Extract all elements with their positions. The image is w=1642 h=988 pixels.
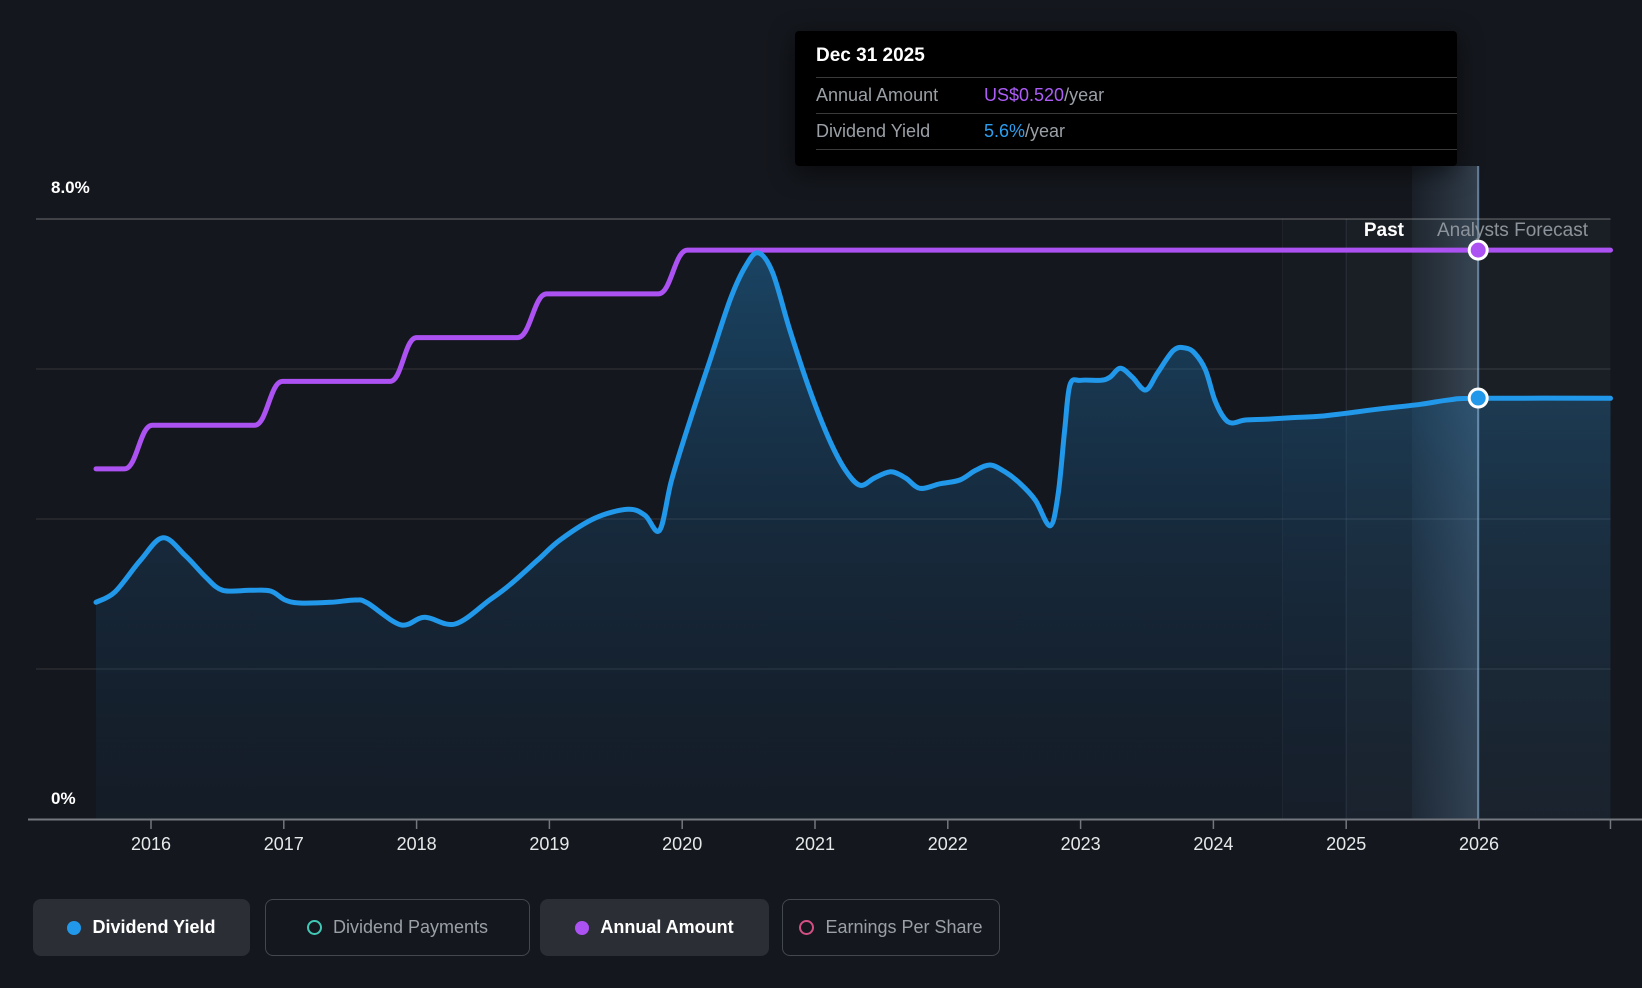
x-tick-label-2019: 2019	[529, 834, 569, 854]
tooltip-divider	[816, 149, 1457, 150]
dividend-yield-marker[interactable]	[1467, 387, 1489, 409]
past-zone-label: Past	[1363, 220, 1404, 241]
tooltip-divider	[816, 113, 1457, 114]
x-tick-label-2017: 2017	[264, 834, 304, 854]
legend-toggle-earnings-per-share[interactable]: Earnings Per Share	[782, 899, 1000, 956]
tooltip-value-annual-amount: US$0.520	[984, 85, 1065, 105]
x-tick-label-2018: 2018	[397, 834, 437, 854]
legend-label: Dividend Payments	[332, 917, 489, 937]
x-tick-label-2024: 2024	[1193, 834, 1233, 854]
annual-amount-line	[93, 247, 1613, 472]
x-tick-label-2022: 2022	[928, 834, 968, 854]
annual-amount-marker[interactable]	[1467, 239, 1489, 261]
forecast-zone-label-wrap: Analysts Forecast	[1437, 220, 1610, 242]
x-tick-label-2026: 2026	[1459, 834, 1499, 854]
legend-toggle-dividend-yield[interactable]: Dividend Yield	[33, 899, 250, 956]
legend-label: Annual Amount	[600, 917, 734, 937]
dividend-yield-dot-icon	[67, 920, 82, 935]
dividend-payments-ring-icon	[306, 920, 322, 935]
x-tick-label-2021: 2021	[795, 834, 835, 854]
earnings-per-share-ring-icon	[799, 920, 815, 935]
tooltip-divider	[816, 77, 1457, 78]
x-tick-label-2025: 2025	[1326, 834, 1366, 854]
tooltip-row-annual-amount: Annual Amount US$0.520/year	[795, 78, 1457, 113]
chart-legend: Dividend Yield Dividend Payments Annual …	[0, 899, 1642, 956]
dividend-yield-line	[93, 250, 1613, 628]
chart-tooltip: Dec 31 2025 Annual Amount US$0.520/year …	[795, 31, 1457, 166]
tooltip-suffix-annual-amount: /year	[1064, 85, 1105, 105]
tooltip-value-dividend-yield: 5.6%	[984, 121, 1026, 141]
legend-label: Dividend Yield	[92, 917, 216, 937]
x-tick-label-2023: 2023	[1061, 834, 1101, 854]
tooltip-suffix-dividend-yield: /year	[1025, 121, 1066, 141]
forecast-zone-label: Analysts Forecast	[1437, 220, 1588, 241]
legend-label: Earnings Per Share	[825, 917, 983, 937]
tooltip-row-dividend-yield: Dividend Yield 5.6%/year	[795, 114, 1457, 149]
y-axis-label-bottom: 0%	[46, 786, 81, 812]
legend-toggle-dividend-payments[interactable]: Dividend Payments	[265, 899, 530, 956]
annual-amount-dot-icon	[575, 920, 590, 935]
tooltip-label-dividend-yield: Dividend Yield	[816, 121, 931, 141]
y-axis-label-top: 8.0%	[46, 175, 95, 201]
x-tick-label-2016: 2016	[131, 834, 171, 854]
legend-toggle-annual-amount[interactable]: Annual Amount	[540, 899, 769, 956]
tooltip-label-annual-amount: Annual Amount	[816, 85, 939, 105]
tooltip-date: Dec 31 2025	[816, 45, 925, 66]
x-tick-label-2020: 2020	[662, 834, 702, 854]
dividend-yield-area	[96, 252, 1611, 820]
